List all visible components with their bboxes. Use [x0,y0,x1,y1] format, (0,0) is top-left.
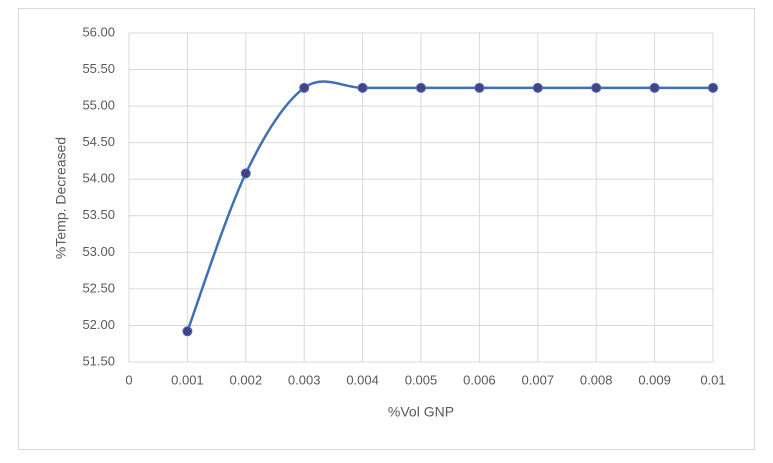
chart-border [18,8,755,450]
x-tick-label: 0.009 [638,372,671,387]
data-point [649,82,660,93]
x-tick-label: 0.007 [522,372,555,387]
x-tick-label: 0.004 [346,372,379,387]
x-tick-label: 0.01 [700,372,725,387]
y-tick-label: 56.00 [82,24,115,39]
x-tick-label: 0.006 [463,372,496,387]
y-tick-label: 55.00 [82,98,115,113]
data-point [474,82,485,93]
x-axis-title: %Vol GNP [388,404,454,420]
y-tick-label: 53.00 [82,244,115,259]
x-tick-label: 0.001 [171,372,204,387]
data-point [299,82,310,93]
data-point [591,82,602,93]
data-point [182,326,193,337]
y-axis-title: %Temp. Decreased [53,137,69,259]
y-tick-label: 54.00 [82,171,115,186]
data-point [532,82,543,93]
x-tick-label: 0.008 [580,372,613,387]
data-point [708,82,718,93]
y-tick-label: 51.50 [82,353,115,368]
data-point [416,82,426,93]
y-tick-label: 52.50 [82,280,115,295]
data-point [240,168,251,179]
data-point [357,82,368,93]
x-tick-label: 0.002 [230,372,263,387]
y-tick-label: 53.50 [82,207,115,222]
x-tick-label: 0 [125,372,132,387]
y-tick-label: 55.50 [82,61,115,76]
x-tick-label: 0.003 [288,372,321,387]
x-tick-label: 0.005 [405,372,438,387]
y-tick-label: 52.00 [82,317,115,332]
y-tick-label: 54.50 [82,134,115,149]
